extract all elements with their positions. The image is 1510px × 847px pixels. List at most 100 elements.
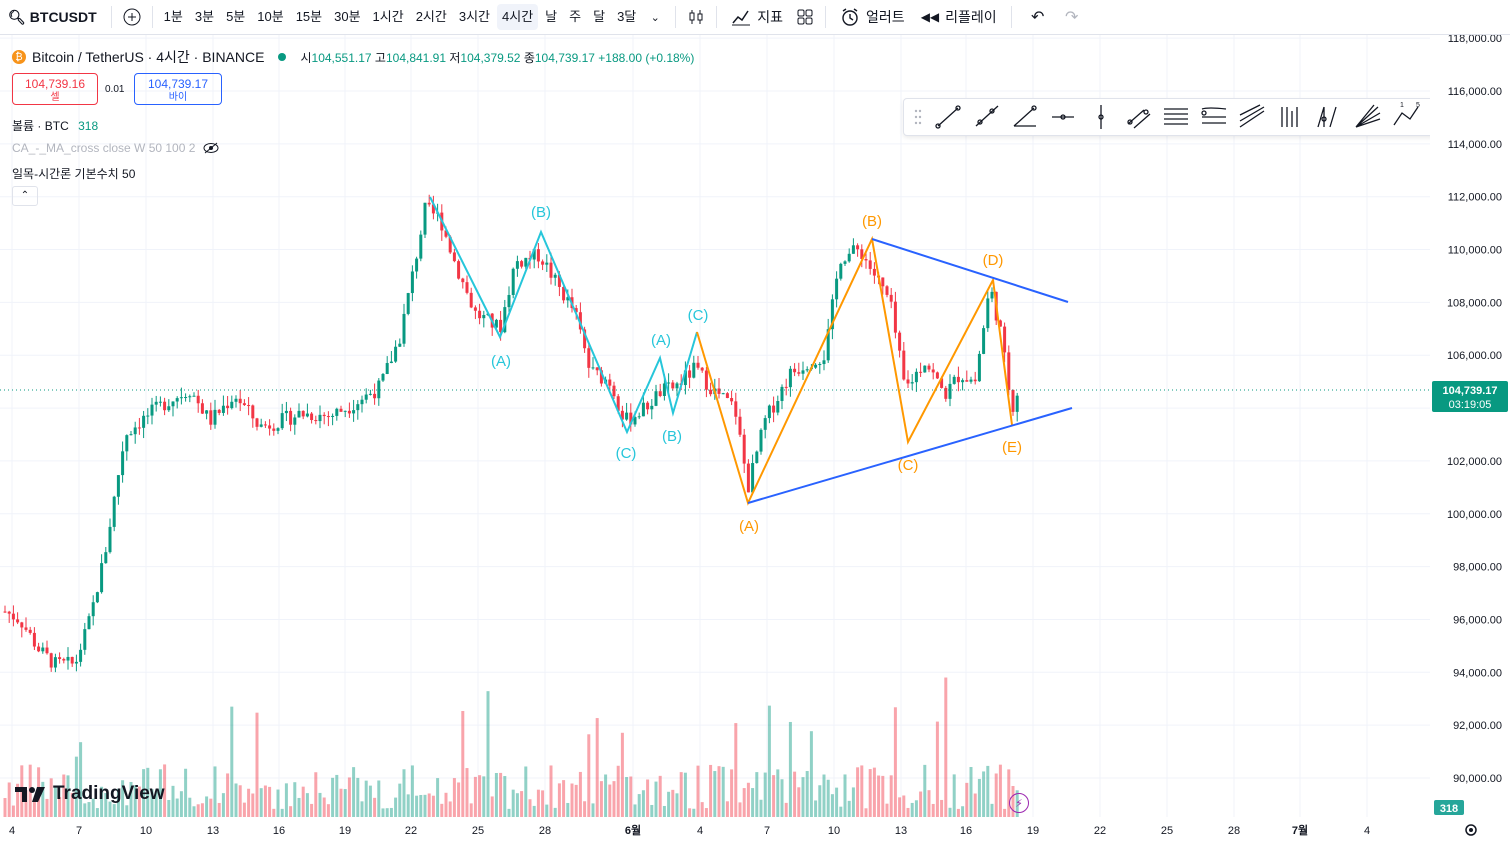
- candle: [3, 605, 7, 613]
- buy-button[interactable]: 104,739.17 바이: [134, 73, 222, 105]
- timeframe-1[interactable]: 3분: [194, 9, 215, 24]
- ma-indicator-legend[interactable]: CA_-_MA_cross close W 50 100 2: [12, 141, 219, 155]
- lower-trendline[interactable]: [747, 407, 1073, 504]
- orange-triangle-wave[interactable]: [696, 235, 1013, 506]
- horizontal-line-icon[interactable]: [1052, 114, 1074, 120]
- sell-button[interactable]: 104,739.16 셀: [12, 73, 98, 105]
- gear-icon[interactable]: [1465, 824, 1477, 836]
- volume-bar: [730, 769, 734, 817]
- redo-icon[interactable]: ↷: [1064, 9, 1079, 26]
- timeframe-8[interactable]: 3시간: [458, 9, 491, 24]
- timeframe-12[interactable]: 달: [593, 9, 606, 24]
- candle: [881, 277, 885, 295]
- eye-hidden-icon[interactable]: [203, 142, 219, 154]
- drag-handle-icon[interactable]: [914, 109, 922, 125]
- lightning-icon[interactable]: ⚡︎: [1009, 793, 1029, 813]
- legend-title: Bitcoin / TetherUS · 4시간 · BINANCE: [32, 49, 265, 65]
- candles: [3, 194, 1019, 673]
- tradingview-logo-icon: [15, 787, 45, 802]
- candle: [553, 272, 557, 286]
- candle: [872, 262, 876, 284]
- volume-bar: [293, 782, 297, 817]
- candle: [137, 417, 141, 435]
- candle: [545, 254, 549, 272]
- candle-type-icon[interactable]: [682, 3, 710, 31]
- volume-bar: [247, 788, 251, 817]
- open-value: 104,551.17: [311, 50, 372, 65]
- candle: [671, 380, 675, 391]
- fib-fan-icon[interactable]: [1239, 104, 1265, 128]
- chevron-down-icon[interactable]: ⌄: [650, 11, 660, 24]
- timeframe-4[interactable]: 15분: [295, 9, 323, 24]
- parallel-channel-icon[interactable]: [1127, 109, 1151, 129]
- candle: [935, 371, 939, 380]
- candle: [272, 423, 276, 436]
- candle: [658, 383, 662, 398]
- volume-bar: [566, 802, 570, 817]
- ichimoku-indicator-legend[interactable]: 일목-시간론 기본수치 50: [12, 165, 135, 182]
- candle: [347, 402, 351, 418]
- volume-bar: [599, 781, 603, 817]
- abcd-pattern-icon[interactable]: 51: [1393, 102, 1420, 126]
- gann-box-icon[interactable]: [1281, 107, 1298, 127]
- candle: [297, 403, 301, 418]
- volume-bar: [415, 795, 419, 817]
- volume-bar: [856, 767, 860, 817]
- volume-bar: [66, 775, 70, 817]
- vertical-line-icon[interactable]: [1098, 105, 1104, 129]
- volume-bar: [574, 784, 578, 817]
- tradingview-logo[interactable]: TradingView: [15, 783, 165, 805]
- pitchfork-icon[interactable]: [1317, 106, 1337, 128]
- price-axis[interactable]: 118,000.00 116,000.00 114,000.00 112,000.00…: [1430, 33, 1510, 817]
- upper-trendline[interactable]: [871, 238, 1069, 303]
- candle: [125, 434, 129, 461]
- timeframe-3[interactable]: 10분: [257, 9, 284, 24]
- teal-elliott-wave[interactable]: [429, 196, 698, 435]
- candle: [37, 642, 41, 653]
- timeframe-2[interactable]: 5분: [226, 9, 246, 24]
- candle: [234, 395, 238, 408]
- replay-button[interactable]: ◀◀ 리플레이: [913, 3, 1005, 31]
- candle: [129, 430, 133, 436]
- volume-bar: [591, 803, 595, 817]
- candle: [902, 341, 906, 381]
- volume-bar: [373, 797, 377, 817]
- indicators-button[interactable]: 지표: [723, 3, 791, 31]
- ray-icon[interactable]: [975, 105, 999, 127]
- timeframe-10[interactable]: 날: [545, 9, 558, 24]
- candle: [734, 392, 738, 425]
- timeframe-6[interactable]: 1시간: [372, 9, 404, 24]
- timeframe-11[interactable]: 주: [569, 9, 582, 24]
- time-axis[interactable]: 4 7 10 13 16 19 22 25 28 6월 4 7 10 13 16 19 22 25 28 7월 4: [0, 817, 1510, 842]
- collapse-legend-button[interactable]: ⌃: [12, 186, 38, 206]
- volume-bar: [889, 775, 893, 817]
- candle: [427, 194, 431, 207]
- timeframe-13[interactable]: 3달: [617, 9, 637, 24]
- fib-channel-icon[interactable]: [1201, 107, 1227, 124]
- wave-drawings[interactable]: [429, 196, 1073, 506]
- candle: [805, 366, 809, 373]
- pitchfork-lines-icon[interactable]: [1164, 108, 1188, 125]
- volume-bar: [457, 782, 461, 817]
- alert-button[interactable]: 얼러트: [832, 3, 913, 31]
- volume-bar: [3, 798, 7, 817]
- gann-fan-icon[interactable]: [1355, 104, 1381, 128]
- layouts-icon[interactable]: [791, 3, 819, 31]
- candle: [520, 259, 524, 269]
- trend-line-icon[interactable]: [935, 105, 961, 129]
- timeframe-5[interactable]: 30분: [334, 9, 361, 24]
- symbol-search[interactable]: 🔍︎ BTCUSDT: [0, 3, 105, 31]
- trend-angle-icon[interactable]: [1013, 105, 1037, 127]
- timeframe-7[interactable]: 2시간: [415, 9, 447, 24]
- timeframe-0[interactable]: 1분: [163, 9, 183, 24]
- volume-bar: [32, 802, 36, 817]
- volume-bar: [494, 773, 498, 817]
- candle: [339, 405, 343, 412]
- volume-bar: [637, 794, 641, 817]
- undo-icon[interactable]: ↶: [1030, 9, 1045, 26]
- change-value: +188.00 (+0.18%): [598, 50, 695, 65]
- timeframe-9[interactable]: 4시간: [497, 4, 539, 30]
- candle: [851, 238, 855, 254]
- add-symbol-icon[interactable]: [118, 3, 146, 31]
- volume-indicator-legend[interactable]: 볼륨 · BTC 318: [12, 117, 98, 134]
